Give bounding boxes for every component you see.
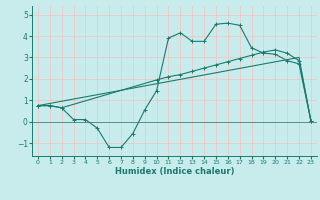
X-axis label: Humidex (Indice chaleur): Humidex (Indice chaleur) [115,167,234,176]
